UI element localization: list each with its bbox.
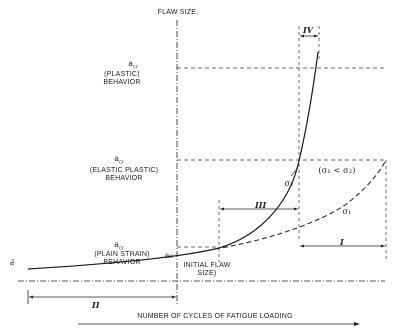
plastic-acr-sub: cr <box>133 64 138 71</box>
sigma2-leader <box>290 167 299 177</box>
region-iii-label: III <box>255 200 267 210</box>
region-iv-arrowhead-left <box>300 34 304 38</box>
sigma-relation: (σ₁ < σ₂) <box>318 166 356 175</box>
region-iii-arrowhead-left <box>220 207 224 211</box>
plain-strain-level-text: (PLAIN STRAIN) BEHAVIOR <box>92 251 152 267</box>
x-axis-title: NUMBER OF CYCLES OF FATIGUE LOADING <box>137 313 293 320</box>
plastic-level-line2: BEHAVIOR <box>103 79 141 86</box>
initial-flaw-label: INITIAL FLAW SIZE) <box>176 262 238 278</box>
region-iv-arrowhead-right <box>314 34 318 38</box>
region-ii-label: II <box>92 300 100 310</box>
plastic-level-line1: (PLASTIC) <box>104 71 140 78</box>
sigma1-label: σ₁ <box>342 207 352 216</box>
x-axis-arrowhead <box>354 322 360 326</box>
elastic-plastic-level-line2: BEHAVIOR <box>105 175 143 182</box>
sigma2-growth-curve <box>27 51 319 270</box>
region-iii-arrowhead-right <box>294 207 298 211</box>
elastic-plastic-acr: acr <box>104 155 134 166</box>
plain-strain-level-line1: (PLAIN STRAIN) <box>94 251 150 258</box>
elastic-plastic-level-text: (ELASTIC PLASTIC) BEHAVIOR <box>86 167 162 183</box>
elastic-plastic-level-line1: (ELASTIC PLASTIC) <box>89 167 159 174</box>
plastic-level-text: (PLASTIC) BEHAVIOR <box>92 71 152 87</box>
plastic-level-label: acr <box>88 60 178 71</box>
initial-a0-label: a₀ <box>164 251 174 260</box>
region-ii-arrowhead-right <box>172 295 176 299</box>
region-ii-arrowhead-left <box>29 295 33 299</box>
region-iv-label: IV <box>303 25 313 35</box>
plain-strain-level-line2: BEHAVIOR <box>103 259 141 266</box>
plain-strain-acr-symbol: a <box>114 240 120 249</box>
region-i-label: I <box>340 237 344 247</box>
plain-strain-acr: acr <box>104 241 134 252</box>
region-i-arrowhead-left <box>300 244 304 248</box>
sigma1-growth-curve <box>214 159 387 250</box>
plain-strain-acr-sub: cr <box>119 245 124 252</box>
elastic-plastic-acr-symbol: a <box>114 154 120 163</box>
elastic-plastic-acr-sub: cr <box>119 159 124 166</box>
y-axis-title: FLAW SIZE, <box>157 9 199 16</box>
plastic-acr-symbol: a <box>128 59 134 68</box>
initial-flaw-line2: SIZE) <box>197 270 217 277</box>
origin-label: a₀ <box>8 258 16 266</box>
region-i-arrowhead-right <box>381 244 385 248</box>
sigma2-label: σ₂ <box>284 179 294 188</box>
initial-flaw-line1: INITIAL FLAW <box>183 262 231 269</box>
